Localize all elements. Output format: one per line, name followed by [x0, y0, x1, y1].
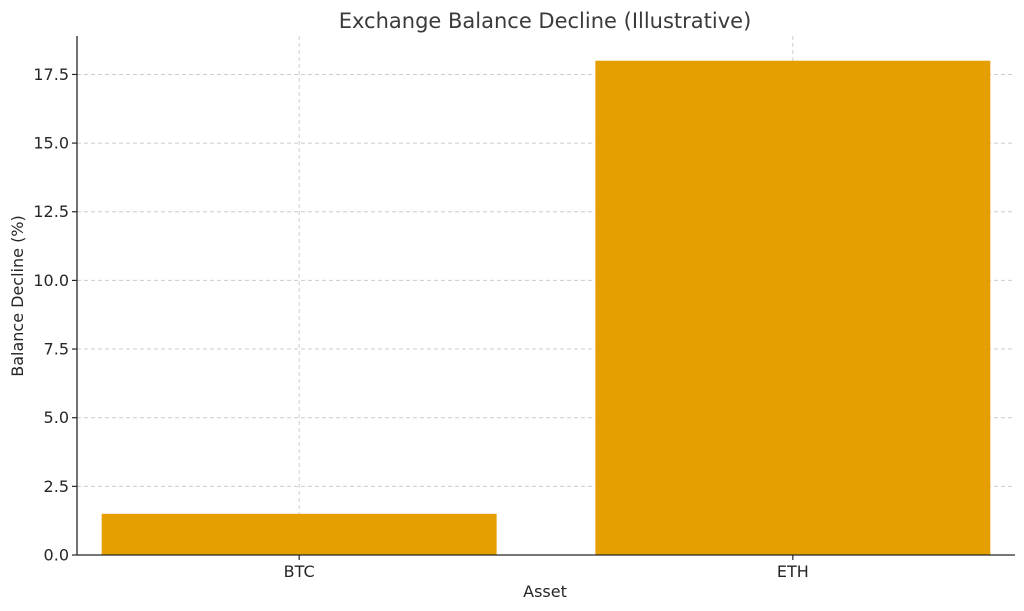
y-tick-label: 5.0 — [44, 408, 69, 427]
x-tick-label-eth: ETH — [777, 562, 809, 581]
y-tick-label: 2.5 — [44, 477, 69, 496]
bar-eth — [595, 60, 991, 555]
y-tick-label: 0.0 — [44, 546, 69, 565]
bar-layer — [101, 60, 991, 555]
y-axis-label: Balance Decline (%) — [8, 215, 27, 377]
y-tick-label: 17.5 — [33, 65, 69, 84]
axis-layer: 0.0 2.5 5.0 7.5 10.0 12.5 15.0 17.5 BTC ETH — [33, 36, 1015, 581]
y-tick-label: 12.5 — [33, 202, 69, 221]
x-axis-label: Asset — [523, 582, 567, 601]
y-tick-label: 15.0 — [33, 134, 69, 153]
chart-title: Exchange Balance Decline (Illustrative) — [339, 9, 752, 33]
bar-btc — [101, 513, 497, 555]
x-tick-label-btc: BTC — [284, 562, 315, 581]
y-tick-label: 10.0 — [33, 271, 69, 290]
y-tick-label: 7.5 — [44, 340, 69, 359]
